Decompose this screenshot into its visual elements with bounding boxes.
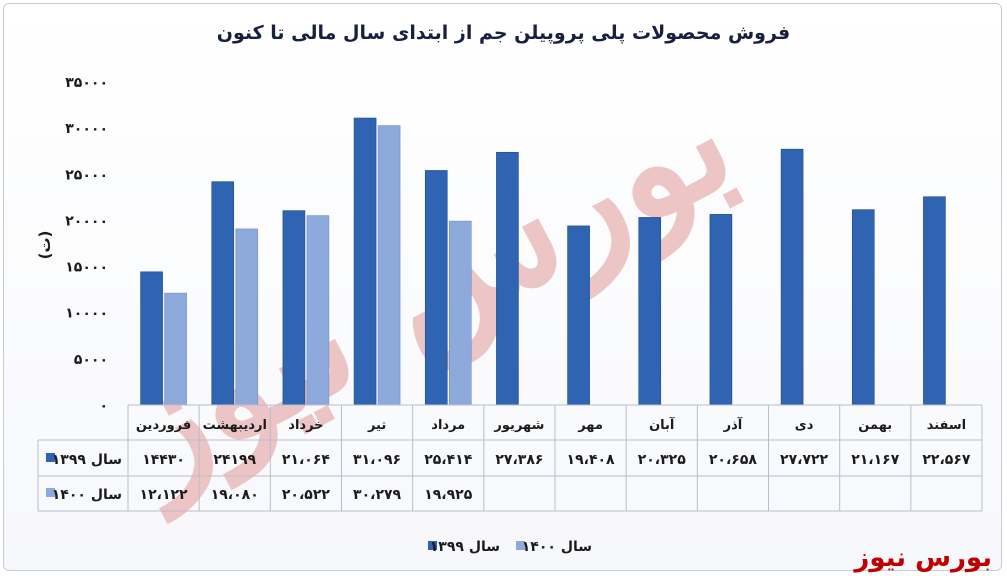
y-tick-label: ۱۰۰۰۰ (65, 306, 108, 322)
category-label: تیر (367, 418, 386, 433)
bar-s1-4 (424, 170, 448, 406)
table-legend-key (46, 453, 55, 462)
bars (140, 117, 946, 406)
data-label: ۲۲،۵۶۷ (922, 452, 970, 468)
category-label: شهریور (493, 418, 544, 433)
category-label: فروردین (136, 418, 191, 433)
bar-s1-9 (780, 148, 804, 406)
watermark-text: بورس نیوز (852, 543, 992, 573)
y-tick-label: ۱۵۰۰۰ (65, 260, 108, 276)
data-label: ۲۷،۳۸۶ (495, 452, 543, 468)
data-label: ۲۷،۷۲۲ (780, 452, 828, 468)
bar-s1-11 (923, 196, 946, 406)
category-label: اردیبهشت (203, 418, 267, 433)
y-axis: ۰ ۵۰۰۰ ۱۰۰۰۰ ۱۵۰۰۰ ۲۰۰۰۰ ۲۵۰۰۰ ۳۰۰۰۰ ۳۵۰۰۰ (65, 75, 108, 414)
y-tick-label: ۳۰۰۰۰ (65, 121, 108, 137)
y-tick-label: ۳۵۰۰۰ (65, 75, 108, 91)
bar-s1-1 (211, 181, 235, 406)
y-tick-label: ۲۵۰۰۰ (65, 167, 108, 183)
bar-s1-2 (282, 210, 306, 406)
category-label: دی (795, 418, 814, 433)
data-label: ۱۹،۰۸۰ (211, 487, 259, 503)
category-label: آذر (723, 416, 743, 433)
category-label: مهر (577, 418, 603, 433)
table-series-name: سال ۱۴۰۰ (52, 487, 122, 503)
data-label: ۳۰،۲۷۹ (353, 487, 401, 503)
table-series-name: سال ۱۳۹۹ (52, 452, 122, 468)
bar-s2-1 (235, 228, 259, 406)
bar-s2-3 (377, 125, 401, 406)
chart-title: فروش محصولات پلی پروپیلن جم از ابتدای سا… (216, 22, 791, 44)
legend-label-0: سال ۱۳۹۹ (430, 539, 500, 555)
category-label: اسفند (927, 418, 966, 433)
data-label: ۱۲،۱۲۲ (140, 487, 188, 503)
bar-s2-2 (306, 215, 330, 406)
y-tick-label: ۲۰۰۰۰ (65, 213, 108, 229)
data-label: ۱۹،۴۰۸ (567, 452, 615, 468)
data-label: ۱۹،۹۲۵ (424, 487, 472, 503)
data-label: ۲۴۱۹۹ (213, 452, 256, 468)
legend: سال ۱۳۹۹ سال ۱۴۰۰ (428, 539, 592, 555)
data-label: ۲۱،۰۶۴ (282, 452, 330, 468)
category-label: بهمن (858, 418, 892, 433)
bar-s1-8 (709, 214, 733, 406)
data-table: فروردین اردیبهشت خرداد تیر مرداد شهریور مهر آبا… (37, 404, 983, 512)
y-axis-label: (ت) (36, 231, 54, 260)
legend-label-1: سال ۱۴۰۰ (522, 539, 592, 555)
category-label: مرداد (431, 418, 465, 433)
data-label: ۳۱،۰۹۶ (353, 452, 401, 468)
data-label: ۲۱،۱۶۷ (851, 452, 899, 468)
y-tick-label: ۵۰۰۰ (74, 352, 108, 368)
legend-key-1 (516, 541, 525, 550)
bar-s2-0 (164, 292, 187, 406)
legend-key-0 (428, 541, 437, 550)
data-label: ۲۰،۳۲۵ (638, 452, 686, 468)
bar-s1-5 (496, 151, 519, 406)
data-label: ۲۰،۶۵۸ (709, 452, 757, 468)
y-tick-label: ۰ (99, 398, 108, 414)
category-label: خرداد (288, 418, 323, 433)
category-label: آبان (649, 416, 675, 433)
table-legend-key (46, 488, 55, 497)
data-label: ۲۰،۵۲۲ (282, 487, 330, 503)
bar-s1-0 (140, 271, 163, 406)
data-label: ۱۴۴۳۰ (142, 452, 185, 468)
data-label: ۲۵،۴۱۴ (424, 452, 472, 468)
bar-s1-6 (567, 225, 590, 406)
bar-s1-7 (638, 217, 662, 406)
bar-s2-4 (448, 220, 472, 406)
bar-s1-10 (851, 209, 875, 406)
bar-s1-3 (353, 117, 377, 406)
